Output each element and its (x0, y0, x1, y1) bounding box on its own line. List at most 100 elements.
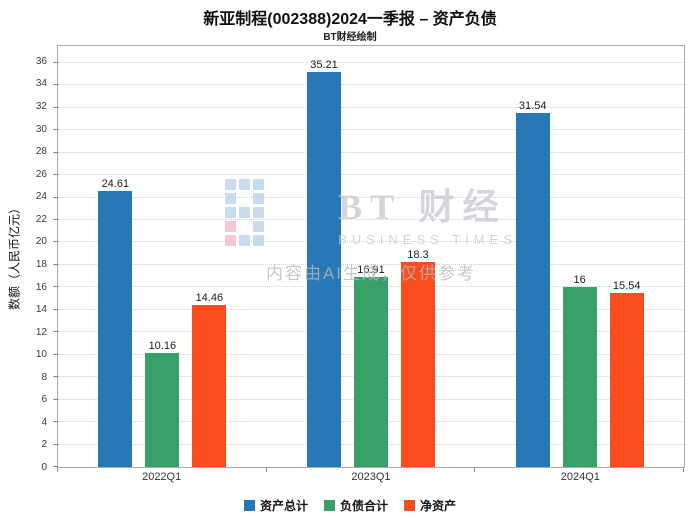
bar (145, 352, 180, 467)
y-tick-label: 30 (35, 123, 47, 135)
x-tick-label: 2023Q1 (351, 471, 391, 483)
x-tick-mark (265, 467, 267, 472)
y-tick-label: 4 (41, 416, 47, 428)
y-tick-label: 0 (41, 462, 47, 473)
y-tick-label: 18 (35, 258, 47, 270)
y-tick-mark (53, 129, 58, 131)
x-tick-mark (57, 467, 58, 472)
x-axis-labels: 2022Q1 2023Q1 2024Q1 (57, 471, 685, 483)
legend-swatch-icon (404, 500, 415, 511)
chart-subtitle: BT财经绘制 (323, 32, 377, 43)
y-tick-label: 8 (41, 371, 47, 383)
y-tick-mark (53, 286, 58, 288)
y-tick-mark (53, 84, 58, 86)
bar-wrap: 24.61 (98, 46, 133, 467)
y-tick-mark (53, 106, 58, 108)
gridline (58, 196, 684, 198)
legend-item[interactable]: 净资产 (404, 497, 456, 514)
bar-group: 35.21 16.91 18.3 (267, 46, 476, 467)
y-tick-label: 14 (35, 304, 47, 316)
bar-wrap: 10.16 (145, 46, 180, 467)
y-tick-mark (53, 219, 58, 221)
y-tick-label: 16 (35, 281, 47, 293)
bar-wrap: 15.54 (609, 46, 644, 467)
x-tick-label: 2024Q1 (560, 471, 600, 483)
y-tick-mark (53, 398, 58, 400)
bar-value-label: 16.91 (357, 264, 385, 277)
y-tick-mark (53, 196, 58, 198)
legend-swatch-icon (243, 500, 255, 511)
bar-value-label: 15.54 (612, 279, 641, 292)
y-tick-label: 6 (41, 394, 47, 406)
y-tick-label: 28 (35, 146, 47, 158)
bar-value-label: 35.21 (310, 58, 338, 71)
bar (515, 112, 550, 467)
y-tick-label: 22 (35, 213, 47, 225)
x-tick-label: 2022Q1 (142, 471, 182, 483)
y-tick-mark (53, 376, 58, 378)
bar (98, 190, 133, 467)
bar-groups: 24.61 10.16 14.46 35.21 16.91 18.3 31.54 16 15.5… (58, 46, 684, 467)
y-tick-label: 32 (35, 101, 47, 113)
y-tick-mark (53, 353, 58, 355)
bar-value-label: 10.16 (148, 339, 177, 352)
y-tick-label: 12 (35, 326, 47, 338)
y-tick-label: 24 (35, 191, 47, 203)
y-tick-label: 10 (35, 349, 47, 361)
bar-value-label: 18.3 (407, 248, 429, 261)
gridline (58, 129, 684, 131)
gridline (58, 241, 684, 243)
y-tick-mark (53, 466, 58, 467)
legend-label: 负债合计 (339, 499, 388, 513)
bar (401, 261, 435, 467)
y-tick-label: 34 (35, 78, 47, 90)
y-axis-ticks: 0 2 4 6 8 10 12 14 16 18 20 22 24 26 28 30 32 34 36 (26, 45, 52, 473)
y-tick-label: 36 (35, 55, 47, 67)
legend-label: 净资产 (420, 499, 457, 513)
gridline (58, 174, 684, 176)
bar-value-label: 16 (573, 274, 586, 287)
plot-area: BT 财经 BUSINESS TIMES 内容由AI生成，仅供参考 24.61 1… (53, 45, 685, 472)
y-axis-title: 数额（人民币亿元） (7, 201, 22, 311)
y-tick-mark (53, 331, 58, 333)
y-tick-mark (53, 421, 58, 423)
x-tick-mark (474, 467, 476, 472)
bar-value-label: 24.61 (101, 177, 130, 190)
y-tick-mark (53, 174, 58, 176)
legend-item[interactable]: 资产总计 (243, 497, 308, 514)
bar-group: 24.61 10.16 14.46 (58, 46, 267, 467)
bar (192, 304, 227, 467)
bar-group: 31.54 16 15.54 (475, 46, 684, 467)
bar-value-label: 14.46 (195, 291, 224, 304)
bar (562, 287, 597, 467)
y-tick-mark (53, 151, 58, 153)
gridline (58, 219, 684, 221)
legend-swatch-icon (323, 500, 335, 511)
gridline (58, 263, 684, 265)
y-tick-label: 20 (35, 236, 47, 248)
bar-wrap: 14.46 (192, 46, 227, 467)
y-tick-mark (53, 241, 58, 243)
x-tick-mark (683, 467, 684, 472)
y-tick-mark (53, 308, 58, 310)
y-tick-label: 26 (35, 168, 47, 180)
gridline (58, 106, 684, 108)
bar (354, 277, 388, 467)
legend: 资产总计 负债合计 净资产 (0, 497, 700, 514)
bar-wrap: 18.3 (401, 46, 435, 467)
y-tick-mark (53, 61, 58, 63)
y-tick-mark (53, 443, 58, 445)
bar-wrap: 16.91 (354, 46, 388, 467)
chart-title: 新亚制程(002388)2024一季报 – 资产负债 (203, 11, 497, 28)
gridline (58, 84, 684, 86)
y-tick-label: 2 (41, 439, 47, 451)
gridline (58, 151, 684, 153)
legend-label: 资产总计 (259, 499, 308, 513)
bar (307, 71, 341, 467)
bar (609, 292, 644, 467)
legend-item[interactable]: 负债合计 (323, 497, 388, 514)
y-tick-mark (53, 263, 58, 265)
gridline (58, 61, 684, 63)
bar-wrap: 16 (562, 46, 597, 467)
bar-wrap: 31.54 (515, 46, 550, 467)
